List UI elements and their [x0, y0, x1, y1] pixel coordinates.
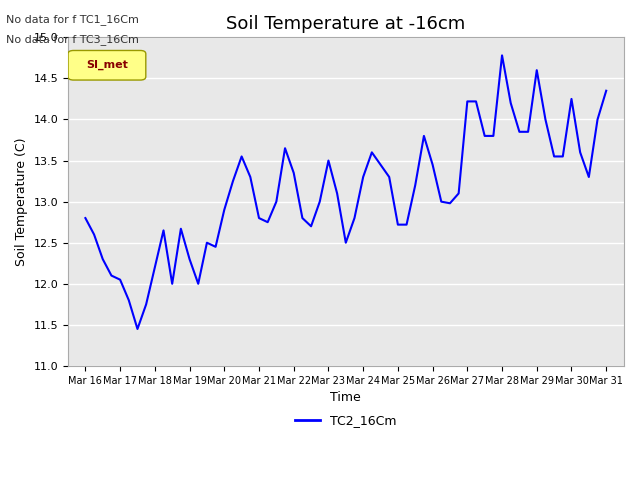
- Legend: TC2_16Cm: TC2_16Cm: [290, 409, 401, 432]
- TC2_16Cm: [403, 222, 410, 228]
- TC2_16Cm: [273, 199, 280, 204]
- Text: No data for f TC3_16Cm: No data for f TC3_16Cm: [6, 34, 140, 45]
- Text: SI_met: SI_met: [86, 60, 128, 71]
- TC2_16Cm: [195, 281, 202, 287]
- TC2_16Cm: [134, 326, 141, 332]
- X-axis label: Time: Time: [330, 391, 361, 404]
- Line: TC2_16Cm: TC2_16Cm: [85, 55, 606, 329]
- TC2_16Cm: [212, 244, 220, 250]
- TC2_16Cm: [602, 88, 610, 94]
- FancyBboxPatch shape: [68, 50, 146, 80]
- TC2_16Cm: [81, 215, 89, 221]
- TC2_16Cm: [368, 149, 376, 155]
- TC2_16Cm: [550, 154, 558, 159]
- Y-axis label: Soil Temperature (C): Soil Temperature (C): [15, 137, 28, 266]
- Text: No data for f TC1_16Cm: No data for f TC1_16Cm: [6, 14, 140, 25]
- Title: Soil Temperature at -16cm: Soil Temperature at -16cm: [226, 15, 465, 33]
- TC2_16Cm: [498, 52, 506, 58]
